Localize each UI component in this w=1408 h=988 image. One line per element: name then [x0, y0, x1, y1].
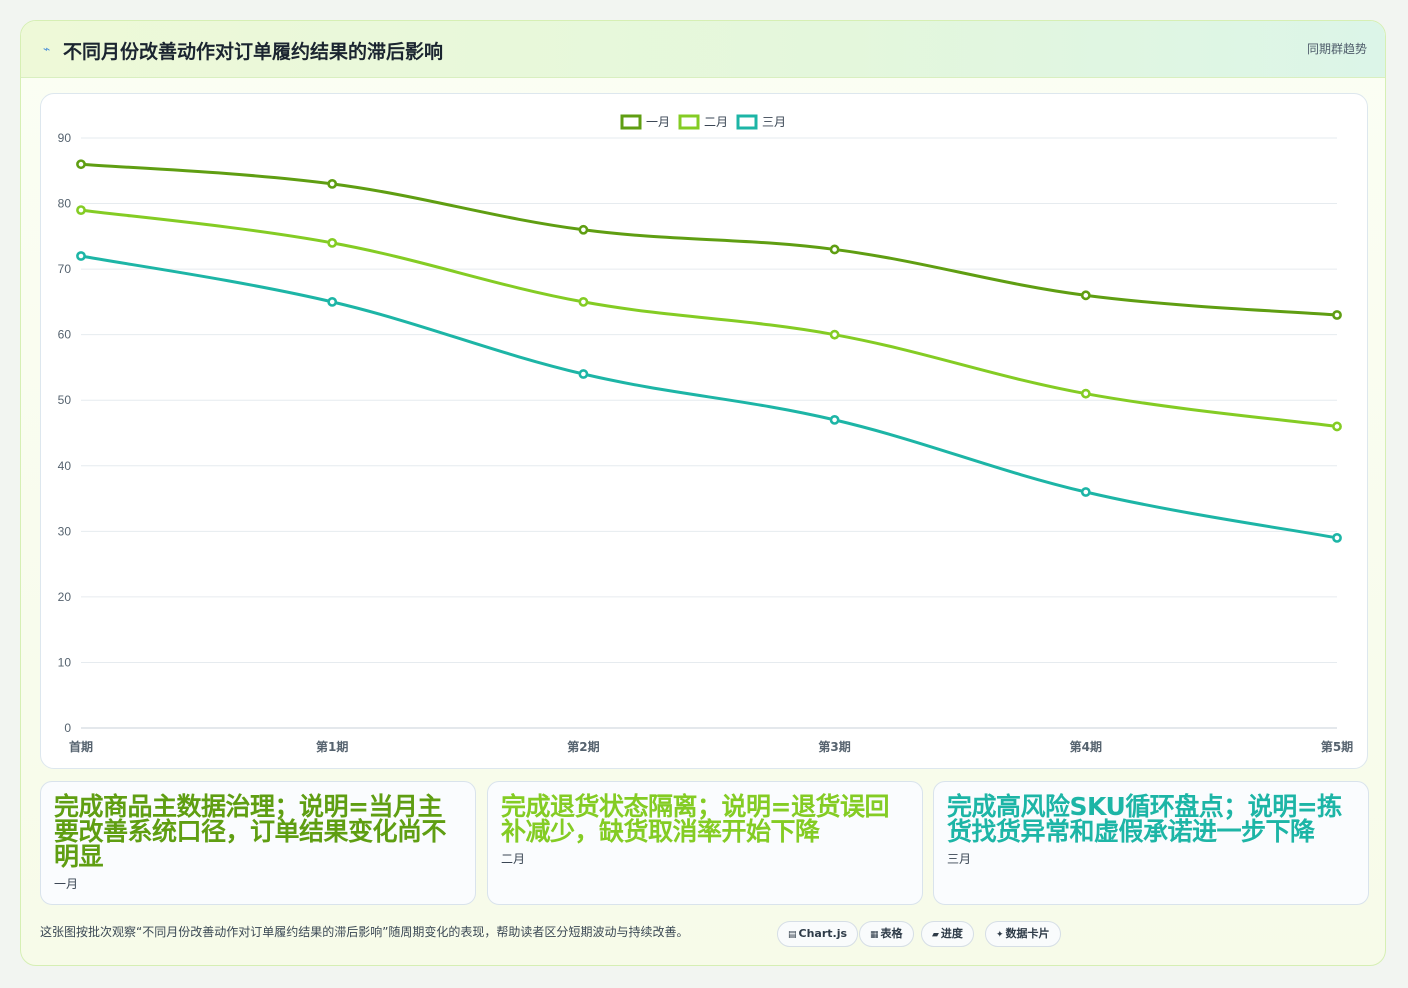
data-point	[76, 205, 86, 216]
legend-label: 一月	[646, 115, 670, 129]
pill-data-card[interactable]: ✦ 数据卡片	[985, 921, 1061, 947]
pill-label: 进度	[940, 927, 963, 940]
legend-label: 二月	[704, 115, 728, 129]
data-point	[829, 244, 840, 255]
data-point	[76, 251, 86, 261]
chart-card: ⌁ 不同月份改善动作对订单履约结果的滞后影响 同期群趋势 0 10 20 30 40 50…	[20, 20, 1386, 966]
data-point	[578, 296, 589, 307]
data-point	[1080, 487, 1091, 497]
data-point	[327, 237, 338, 248]
chart-icon: ▤	[788, 930, 797, 940]
data-point	[578, 369, 589, 379]
note-card-2: 完成退货状态隔离；说明=退货误回补减少，缺货取消率开始下降 二月	[487, 781, 923, 905]
y-tick-label: 90	[58, 131, 72, 145]
legend-swatch	[620, 114, 642, 130]
pill-label: 数据卡片	[1005, 927, 1050, 940]
series-line-1	[80, 162, 1338, 317]
note-text: 完成高风险SKU循环盘点；说明=拣货找货异常和虚假承诺进一步下降	[947, 792, 1342, 846]
data-point	[829, 329, 840, 340]
chart-container: 0 10 20 30 40 50 60 70 80 90 首期 第1期 第2期 第3期 第4期 第5期 一月 二月…	[40, 93, 1368, 769]
data-point	[327, 296, 338, 307]
legend-label: 三月	[762, 115, 786, 129]
note-card-3: 完成高风险SKU循环盘点；说明=拣货找货异常和虚假承诺进一步下降 三月	[933, 781, 1369, 905]
note-card-1: 完成商品主数据治理；说明=当月主要改善系统口径，订单结果变化尚不明显 一月	[40, 781, 476, 905]
page-title: 不同月份改善动作对订单履约结果的滞后影响	[63, 41, 444, 63]
data-point	[1332, 310, 1342, 320]
notes-row: 完成商品主数据治理；说明=当月主要改善系统口径，订单结果变化尚不明显 一月 完成…	[40, 781, 1370, 907]
pill-label: 表格	[880, 927, 903, 940]
card-header: ⌁ 不同月份改善动作对订单履约结果的滞后影响 同期群趋势	[21, 21, 1385, 78]
note-text: 完成退货状态隔离；说明=退货误回补减少，缺货取消率开始下降	[501, 792, 889, 846]
pill-chartjs[interactable]: ▤ Chart.js	[777, 921, 859, 947]
y-tick-label: 20	[58, 590, 72, 604]
pill-label: Chart.js	[798, 927, 848, 940]
legend-swatch	[678, 114, 700, 130]
table-icon: ▦	[870, 930, 879, 940]
y-tick-label: 60	[58, 328, 72, 342]
x-tick-label: 第5期	[1321, 739, 1353, 754]
x-tick-label: 首期	[69, 739, 93, 754]
data-point	[578, 224, 589, 235]
data-point	[327, 178, 338, 189]
data-point	[76, 159, 86, 170]
data-point	[829, 414, 840, 425]
data-point	[1332, 421, 1342, 432]
y-tick-label: 30	[58, 524, 72, 538]
header-tag: 同期群趋势	[1306, 42, 1367, 56]
y-tick-label: 0	[64, 721, 71, 735]
note-series-name: 三月	[947, 852, 972, 866]
progress-icon: ▰	[932, 930, 939, 940]
y-tick-label: 70	[58, 262, 72, 276]
note-series-name: 二月	[501, 852, 526, 866]
x-tick-label: 第4期	[1070, 739, 1102, 754]
footer-description: 这张图按批次观察“不同月份改善动作对订单履约结果的滞后影响”随周期变化的表现，帮…	[40, 925, 689, 939]
data-point	[1332, 532, 1342, 543]
note-text: 完成商品主数据治理；说明=当月主要改善系统口径，订单结果变化尚不明显	[54, 792, 447, 871]
note-series-name: 一月	[54, 877, 79, 891]
pill-progress[interactable]: ▰ 进度	[921, 921, 974, 947]
line-chart: 0 10 20 30 40 50 60 70 80 90 首期 第1期 第2期 第3期 第4期 第5期 一月 二月…	[58, 114, 1353, 754]
sparkle-icon: ✦	[996, 930, 1004, 940]
legend-swatch	[736, 114, 758, 130]
data-point	[1080, 290, 1091, 301]
x-tick-label: 第2期	[567, 739, 599, 754]
y-tick-label: 10	[58, 655, 72, 669]
y-tick-label: 80	[58, 197, 72, 211]
series-line-2	[80, 208, 1338, 428]
series-line-3	[80, 254, 1338, 540]
y-tick-label: 50	[58, 393, 72, 407]
x-tick-label: 第3期	[818, 739, 850, 754]
lightning-icon: ⌁	[43, 42, 51, 56]
x-tick-label: 第1期	[316, 739, 348, 754]
data-point	[1080, 388, 1091, 399]
y-tick-label: 40	[58, 459, 72, 473]
pill-table[interactable]: ▦ 表格	[859, 921, 914, 947]
